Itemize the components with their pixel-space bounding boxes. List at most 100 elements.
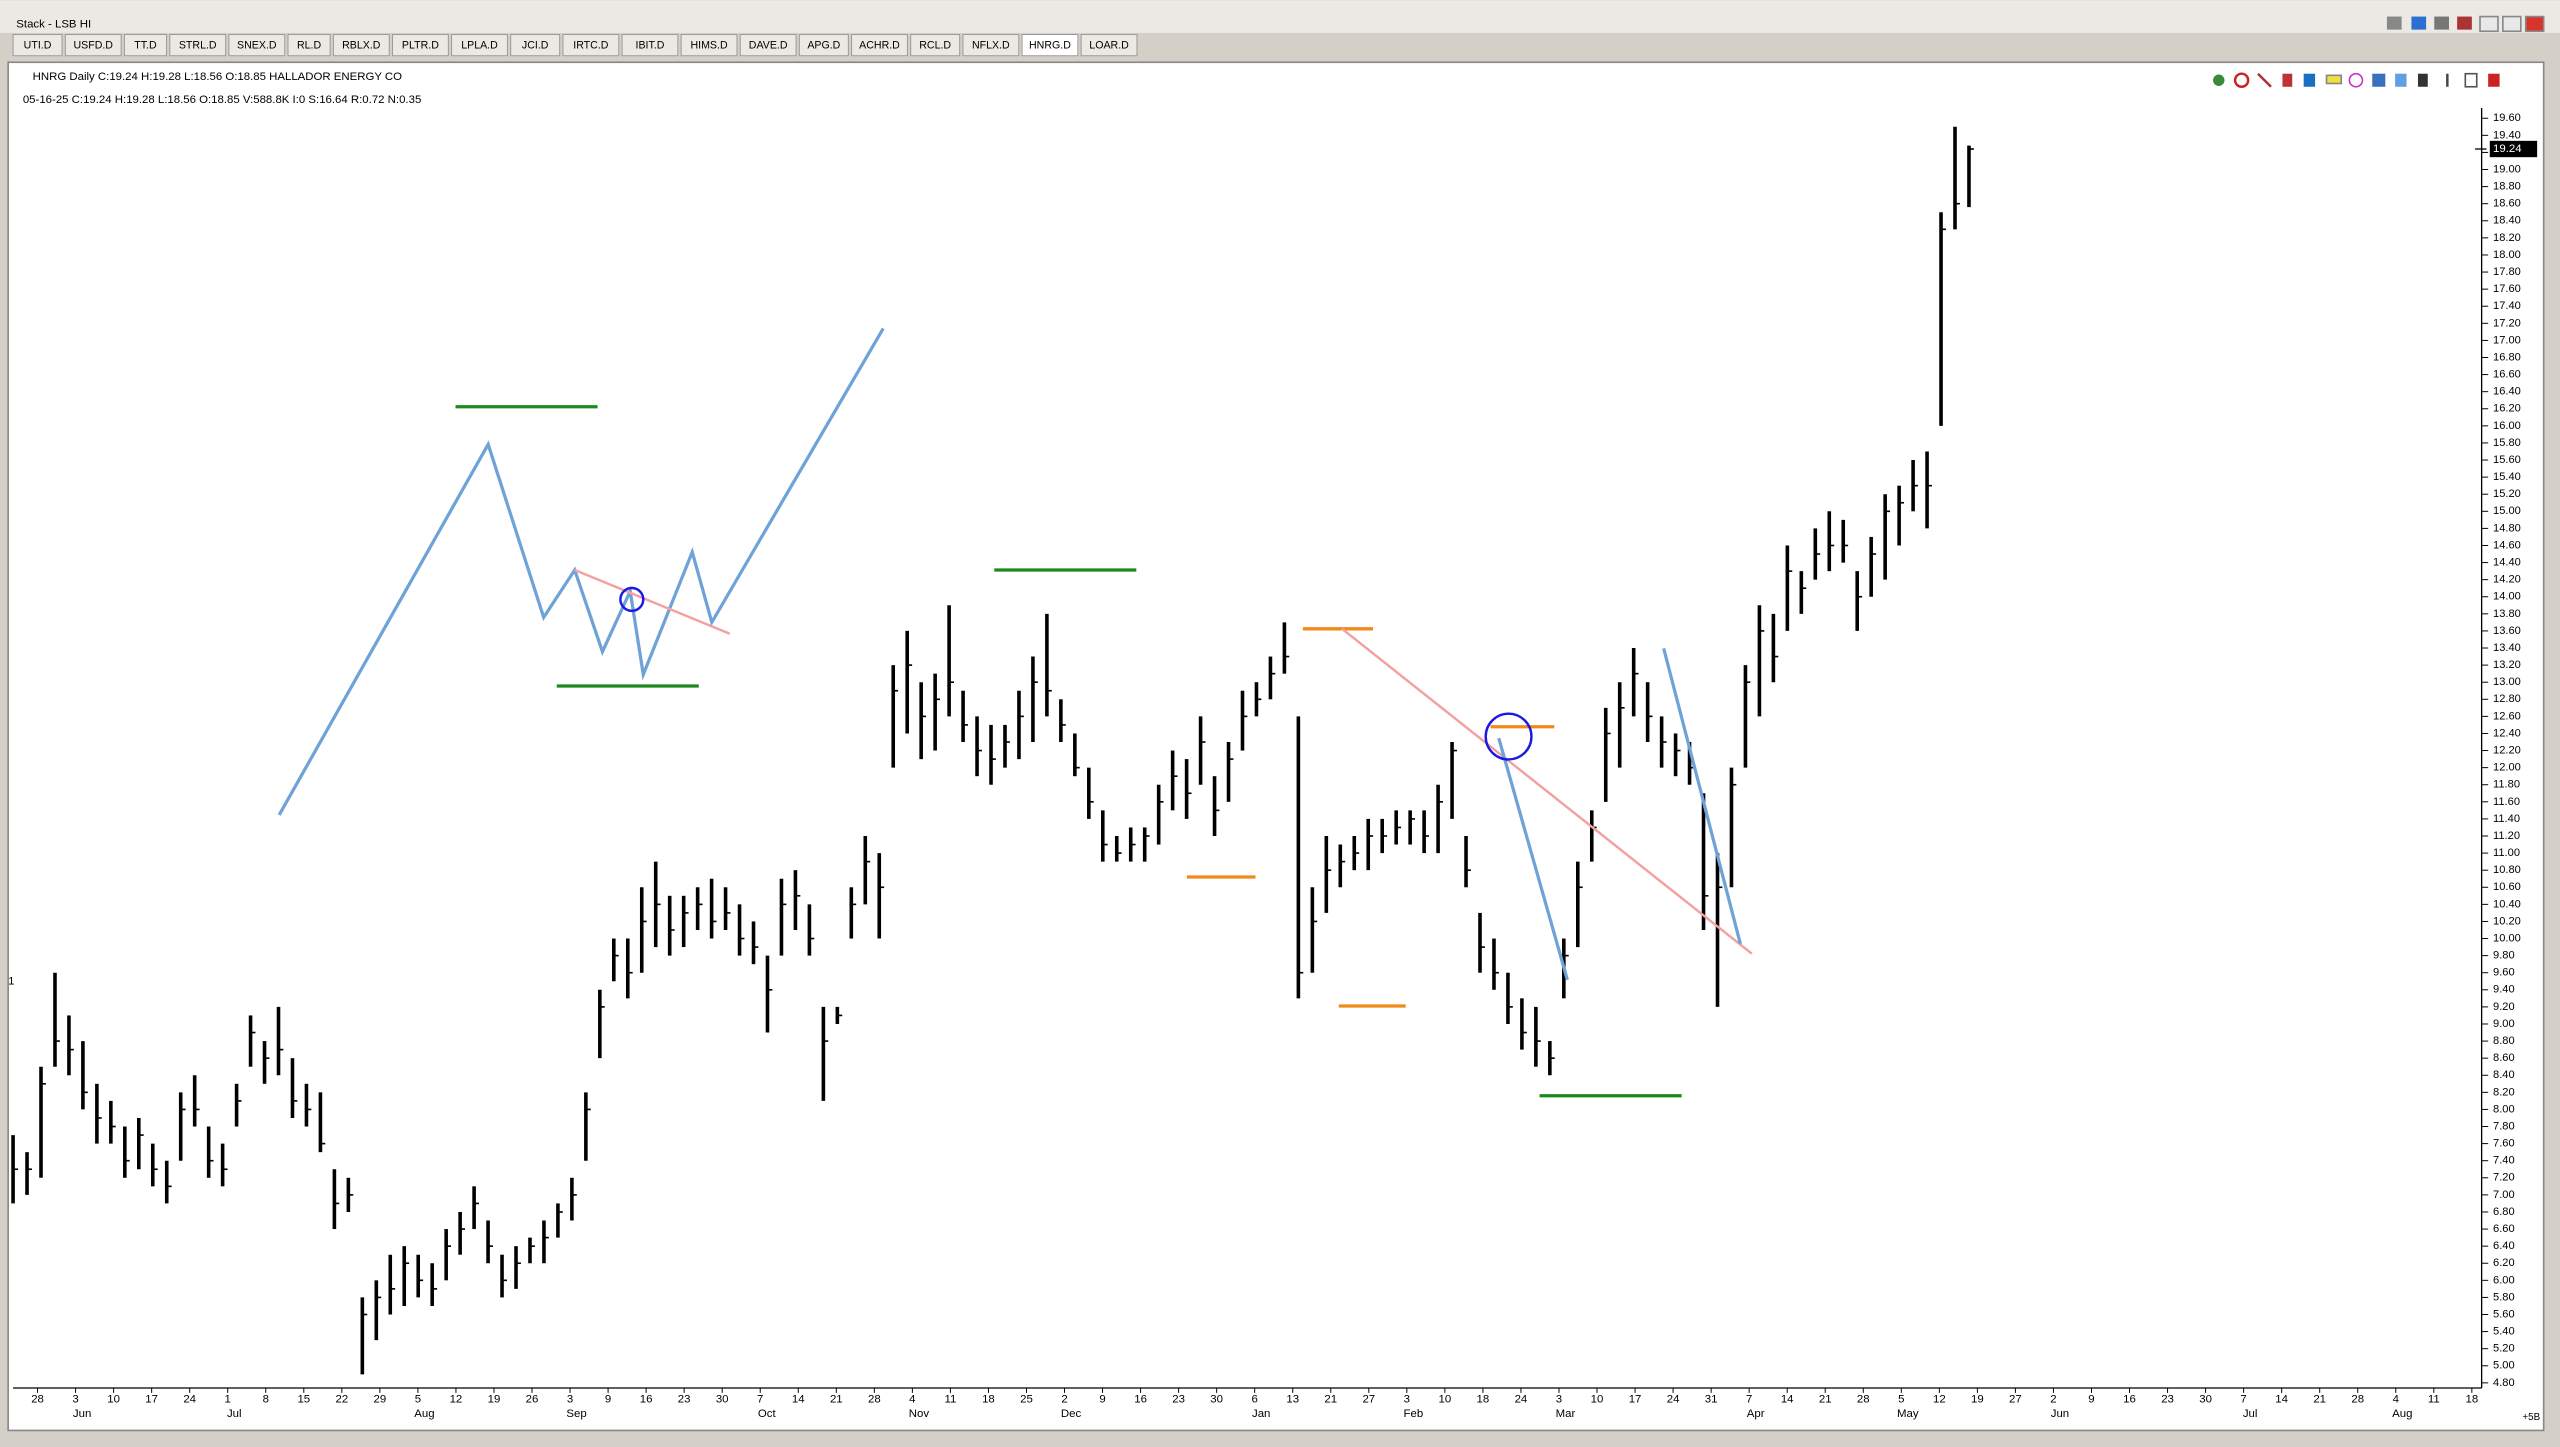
x-tick-label: 21 bbox=[1819, 1393, 1832, 1405]
y-tick-label: 11.40 bbox=[2493, 813, 2520, 825]
y-tick-label: 7.60 bbox=[2493, 1138, 2515, 1150]
x-tick-label: 26 bbox=[526, 1393, 539, 1405]
x-tick-label: 19 bbox=[1971, 1393, 1984, 1405]
control-icon[interactable] bbox=[2386, 16, 2402, 30]
x-tick-label: 7 bbox=[1746, 1393, 1752, 1405]
x-tick-label: 6 bbox=[1252, 1393, 1258, 1405]
tab[interactable] bbox=[621, 34, 679, 57]
trend-line bbox=[1497, 737, 1569, 981]
y-tick-label: 16.00 bbox=[2493, 420, 2521, 432]
tab-label: TT.D bbox=[134, 40, 157, 52]
tab[interactable] bbox=[123, 34, 168, 57]
y-tick-label: 5.40 bbox=[2493, 1326, 2515, 1338]
toolbar-icon[interactable] bbox=[2282, 73, 2293, 87]
y-tick-label: 19.40 bbox=[2493, 129, 2521, 141]
y-tick-label: 9.60 bbox=[2493, 967, 2515, 979]
x-tick-label: 1 bbox=[225, 1393, 231, 1405]
y-tick-label: 9.00 bbox=[2493, 1018, 2515, 1030]
y-tick-label: 18.00 bbox=[2493, 249, 2521, 261]
y-tick-label: 8.00 bbox=[2493, 1103, 2515, 1115]
highlight-circle bbox=[619, 586, 645, 613]
control-icon[interactable] bbox=[2434, 16, 2449, 30]
tab[interactable] bbox=[910, 34, 961, 57]
tab[interactable] bbox=[739, 34, 797, 57]
tab[interactable] bbox=[228, 34, 286, 57]
y-tick-label: 4.80 bbox=[2493, 1377, 2515, 1389]
control-icon[interactable] bbox=[2457, 16, 2472, 30]
tab-label: HNRG.D bbox=[1029, 40, 1071, 52]
x-tick-label: 27 bbox=[1362, 1393, 1375, 1405]
toolbar-icon[interactable] bbox=[2395, 73, 2407, 87]
y-tick-label: 18.60 bbox=[2493, 198, 2521, 210]
y-tick-label: 9.20 bbox=[2493, 1001, 2515, 1013]
y-tick-label: 8.20 bbox=[2493, 1086, 2515, 1098]
tab-label: SNEX.D bbox=[237, 40, 277, 52]
tab[interactable] bbox=[851, 34, 908, 57]
y-tick-label: 6.20 bbox=[2493, 1257, 2515, 1269]
tab[interactable] bbox=[169, 34, 227, 57]
y-tick-label: 13.40 bbox=[2493, 642, 2521, 654]
x-tick-label: 16 bbox=[1134, 1393, 1147, 1405]
x-tick-label: 4 bbox=[909, 1393, 916, 1405]
toolbar-icon[interactable] bbox=[2303, 73, 2316, 87]
tab-label: LOAR.D bbox=[1089, 40, 1129, 52]
tab[interactable] bbox=[510, 34, 561, 57]
x-tick-label: 3 bbox=[567, 1393, 573, 1405]
month-label: Aug bbox=[414, 1408, 434, 1420]
tab[interactable] bbox=[287, 34, 331, 57]
tab[interactable] bbox=[12, 34, 63, 57]
toolbar-icon[interactable] bbox=[2488, 73, 2500, 87]
maximize-button[interactable] bbox=[2502, 15, 2522, 33]
close-button[interactable] bbox=[2524, 15, 2545, 33]
x-tick-label: 3 bbox=[72, 1393, 78, 1405]
y-tick-label: 16.40 bbox=[2493, 386, 2521, 398]
tab[interactable] bbox=[391, 34, 449, 57]
month-label: Dec bbox=[1061, 1408, 1082, 1420]
x-tick-label: 13 bbox=[1286, 1393, 1299, 1405]
x-tick-label: 18 bbox=[2465, 1393, 2478, 1405]
tab-label: LPLA.D bbox=[461, 40, 498, 52]
tab[interactable] bbox=[1021, 34, 1079, 57]
tab-label: RL.D bbox=[297, 40, 322, 52]
tab[interactable] bbox=[64, 34, 122, 57]
toolbar-icon[interactable] bbox=[2213, 74, 2225, 86]
y-tick-label: 15.60 bbox=[2493, 454, 2521, 466]
y-tick-label: 7.80 bbox=[2493, 1120, 2515, 1132]
y-tick-label: 10.60 bbox=[2493, 881, 2521, 893]
tab[interactable] bbox=[798, 34, 849, 57]
y-tick-label: 9.80 bbox=[2493, 950, 2515, 962]
x-tick-label: 28 bbox=[868, 1393, 881, 1405]
x-tick-label: 4 bbox=[2393, 1393, 2400, 1405]
toolbar-icon[interactable] bbox=[2464, 72, 2478, 88]
minimize-button[interactable] bbox=[2479, 15, 2499, 33]
toolbar-icon[interactable] bbox=[2372, 73, 2386, 87]
tab[interactable] bbox=[680, 34, 738, 57]
y-tick-label: 15.00 bbox=[2493, 505, 2521, 517]
tab[interactable] bbox=[962, 34, 1020, 57]
tab[interactable] bbox=[562, 34, 620, 57]
month-label: Jun bbox=[73, 1408, 91, 1420]
price-bars bbox=[11, 126, 1974, 1375]
y-tick-label: 14.60 bbox=[2493, 539, 2521, 551]
y-tick-label: 6.60 bbox=[2493, 1223, 2515, 1235]
toolbar-icon[interactable] bbox=[2233, 72, 2250, 88]
tab[interactable] bbox=[451, 34, 508, 57]
tab[interactable] bbox=[1080, 34, 1138, 57]
x-tick-label: 29 bbox=[374, 1393, 387, 1405]
help-icon[interactable] bbox=[2411, 16, 2427, 30]
tab[interactable] bbox=[332, 34, 390, 57]
x-tick-label: 24 bbox=[1667, 1393, 1680, 1405]
y-tick-label: 7.20 bbox=[2493, 1172, 2515, 1184]
window-controls bbox=[2386, 15, 2545, 33]
x-tick-label: 18 bbox=[1477, 1393, 1490, 1405]
toolbar-icon[interactable] bbox=[2348, 72, 2364, 88]
y-tick-label: 14.20 bbox=[2493, 574, 2521, 586]
toolbar-icon[interactable] bbox=[2257, 72, 2272, 88]
month-label: Jun bbox=[2051, 1408, 2069, 1420]
toolbar-icon[interactable] bbox=[2417, 73, 2428, 87]
x-tick-label: 11 bbox=[2428, 1393, 2440, 1405]
x-tick-label: 25 bbox=[1020, 1393, 1033, 1405]
x-tick-label: 14 bbox=[1781, 1393, 1794, 1405]
toolbar-icon[interactable] bbox=[2325, 74, 2343, 85]
